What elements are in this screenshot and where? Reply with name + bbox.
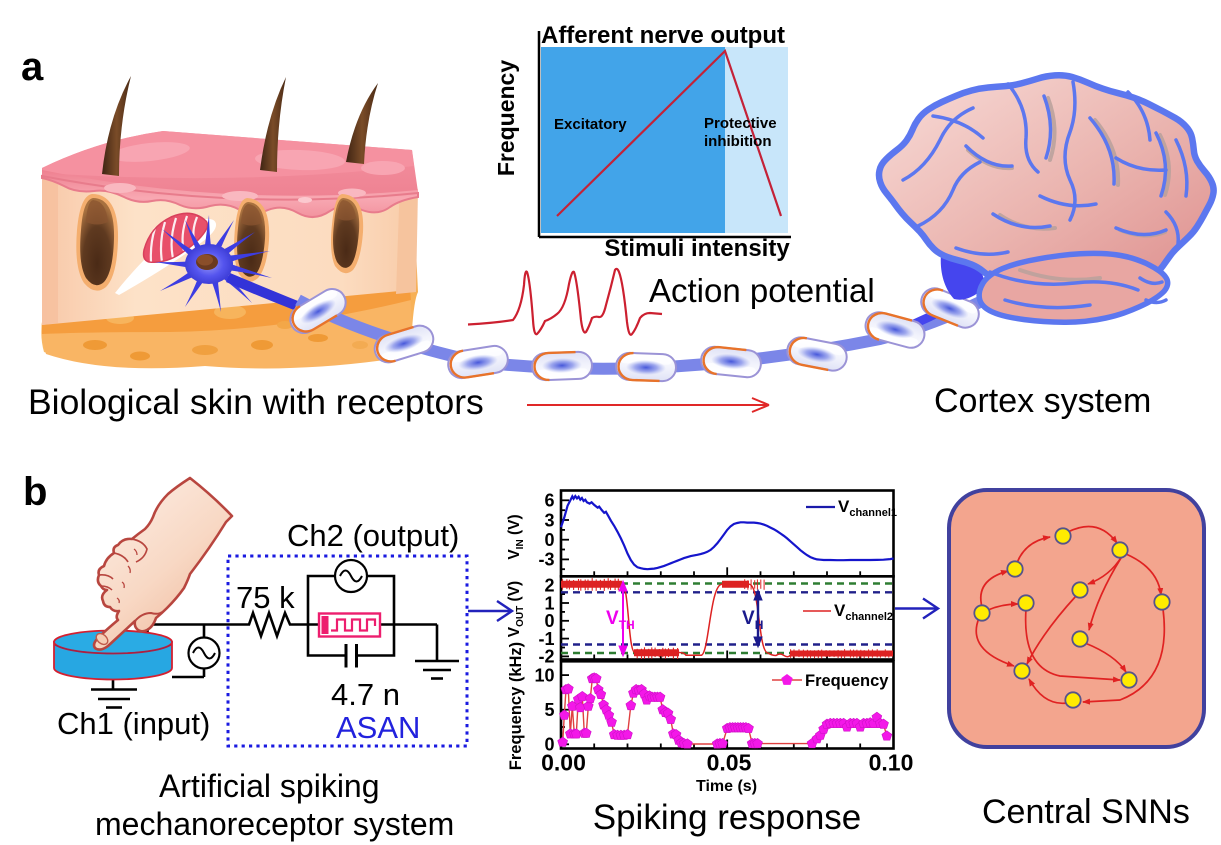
svg-text:0.10: 0.10	[869, 750, 914, 776]
svg-text:Stimuli intensity: Stimuli intensity	[604, 235, 790, 262]
svg-text:Frequency (kHz): Frequency (kHz)	[507, 642, 525, 770]
svg-text:Central SNNs: Central SNNs	[982, 793, 1190, 831]
svg-text:0: 0	[544, 611, 554, 631]
svg-text:inhibition: inhibition	[704, 133, 771, 150]
svg-text:2: 2	[544, 576, 554, 596]
svg-text:-2: -2	[538, 647, 554, 667]
svg-text:Afferent nerve output: Afferent nerve output	[541, 22, 785, 49]
svg-text:Biological skin with receptors: Biological skin with receptors	[28, 382, 484, 422]
svg-text:6: 6	[544, 491, 554, 511]
svg-text:10: 10	[534, 665, 554, 685]
svg-text:Protective: Protective	[704, 115, 777, 132]
svg-text:0.05: 0.05	[707, 750, 752, 776]
svg-text:Ch1 (input): Ch1 (input)	[57, 706, 210, 741]
svg-text:Spiking response: Spiking response	[593, 798, 862, 837]
svg-text:4.7 n: 4.7 n	[331, 677, 400, 712]
svg-text:a: a	[21, 45, 44, 89]
svg-text:b: b	[23, 470, 47, 514]
svg-text:Excitatory: Excitatory	[554, 116, 627, 133]
svg-text:Frequency: Frequency	[493, 60, 519, 177]
svg-text:0: 0	[544, 530, 554, 550]
svg-text:Action potential: Action potential	[649, 272, 875, 309]
svg-text:-1: -1	[538, 629, 554, 649]
svg-text:-3: -3	[538, 550, 554, 570]
svg-text:5: 5	[544, 700, 554, 720]
svg-text:3: 3	[544, 510, 554, 530]
svg-text:ASAN: ASAN	[336, 710, 420, 745]
svg-text:75 k: 75 k	[236, 580, 295, 615]
svg-text:mechanoreceptor system: mechanoreceptor system	[95, 806, 454, 842]
svg-text:0: 0	[544, 735, 554, 755]
svg-text:Artificial spiking: Artificial spiking	[159, 768, 380, 804]
svg-text:Frequency: Frequency	[805, 672, 889, 690]
svg-text:0.00: 0.00	[541, 750, 586, 776]
svg-text:Ch2 (output): Ch2 (output)	[287, 518, 459, 553]
svg-text:1: 1	[544, 593, 554, 613]
svg-text:Time (s): Time (s)	[696, 778, 757, 795]
svg-text:Cortex system: Cortex system	[934, 382, 1151, 420]
